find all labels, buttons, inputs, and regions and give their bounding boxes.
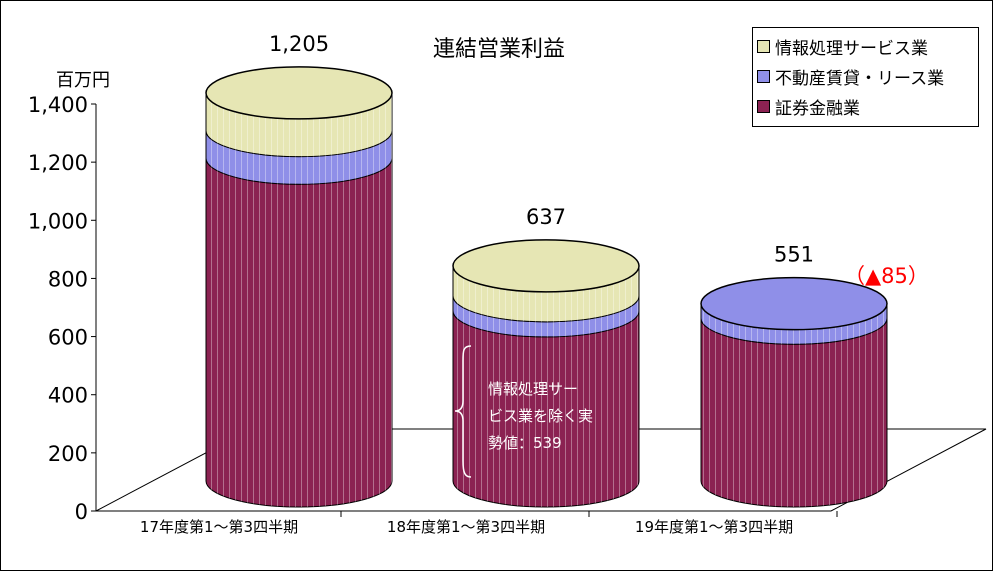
- bar-top: [452, 239, 640, 293]
- y-tick-label: 1,200: [28, 151, 88, 175]
- bar-top: [700, 276, 888, 331]
- total-label: 637: [526, 205, 566, 229]
- legend-swatch: [757, 39, 770, 53]
- total-label: 1,205: [269, 32, 329, 56]
- category-label: 17年度第1～第3四半期: [140, 518, 298, 536]
- note-annotation: 情報処理サー ビス業を除く実 勢値：539: [454, 345, 593, 478]
- legend-item: 情報処理サービス業: [757, 31, 974, 61]
- bar-segment-shading: [206, 92, 392, 157]
- note-line-2: ビス業を除く実: [488, 407, 593, 425]
- x-axis-ticks: [340, 511, 838, 517]
- bars: 1,205 637 551: [205, 32, 888, 508]
- floor: [95, 428, 987, 512]
- bar-segment-shading: [453, 310, 639, 507]
- note-line-3: 勢値：539: [488, 434, 562, 452]
- chart-title: 連結営業利益: [433, 37, 565, 62]
- y-tick-label: 200: [48, 442, 88, 466]
- legend-item: 証券金融業: [757, 91, 974, 121]
- legend-swatch: [757, 99, 770, 113]
- bar-segment-shading: [206, 158, 392, 507]
- chart-floor: [95, 428, 987, 512]
- category-label: 18年度第1～第3四半期: [387, 518, 545, 536]
- bar-segment-shading: [701, 318, 887, 507]
- change-annotation: （▲85）: [844, 264, 929, 288]
- note-brace: [454, 345, 472, 478]
- bar-group: [205, 66, 393, 508]
- y-tick-label: 1,400: [28, 93, 88, 117]
- y-axis-unit-label: 百万円: [56, 70, 110, 91]
- y-tick-labels: 0 200 400 600 800 1,000 1,200 1,400: [28, 93, 88, 524]
- y-axis: [91, 103, 97, 512]
- bar-top: [205, 66, 393, 120]
- legend-label: 不動産賃貸・リース業: [775, 68, 945, 89]
- y-tick-label: 800: [48, 267, 88, 291]
- y-tick-label: 1,000: [28, 209, 88, 233]
- y-tick-label: 0: [75, 500, 88, 524]
- bar-segment-shading: [453, 265, 639, 322]
- bar-segment-shading: [453, 295, 639, 337]
- legend: 情報処理サービス業 不動産賃貸・リース業 証券金融業: [752, 27, 979, 127]
- y-tick-label: 600: [48, 326, 88, 350]
- category-labels: 17年度第1～第3四半期 18年度第1～第3四半期 19年度第1～第3四半期: [140, 511, 838, 536]
- category-label: 19年度第1～第3四半期: [635, 518, 793, 536]
- bar-segment-shading: [701, 303, 887, 345]
- y-tick-label: 400: [48, 384, 88, 408]
- bar-group: [700, 276, 888, 508]
- legend-swatch: [757, 69, 770, 83]
- bar-group: [452, 239, 640, 508]
- legend-label: 情報処理サービス業: [775, 38, 928, 59]
- total-label: 551: [774, 243, 814, 267]
- bar-segment-shading: [206, 130, 392, 185]
- legend-item: 不動産賃貸・リース業: [757, 61, 974, 91]
- note-line-1: 情報処理サー: [488, 380, 578, 398]
- legend-label: 証券金融業: [775, 98, 860, 119]
